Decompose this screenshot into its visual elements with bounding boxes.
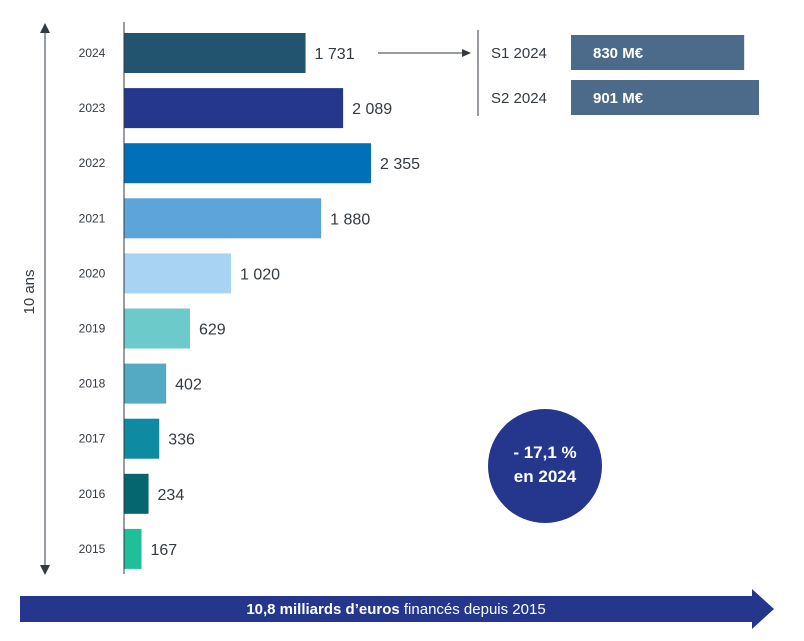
change-badge: - 17,1 % en 2024 [488,409,602,523]
bar-2015 [124,528,142,569]
semester-label-2: S2 2024 [491,90,547,107]
bar-2017 [124,418,160,459]
arrow-up-icon [40,23,50,33]
value-label-2023: 2 089 [352,101,392,118]
year-label-2022: 2022 [79,156,106,170]
value-label-2017: 336 [168,432,195,449]
year-label-2015: 2015 [79,542,106,556]
semester-value-1: 830 M€ [593,45,644,62]
value-label-2015: 167 [151,542,178,559]
semester-value-2: 901 M€ [593,90,644,107]
year-label-2017: 2017 [79,432,106,446]
semester-bar-1 [571,35,745,70]
bar-2016 [124,473,149,514]
period-axis-label: 10 ans [21,269,38,314]
bar-2021 [124,198,322,239]
year-label-2024: 2024 [79,46,106,60]
period-axis: 10 ans [21,23,50,575]
footer-arrow [20,589,774,629]
footer-text-bold: 10,8 milliards d’euros [246,601,399,618]
value-label-2024: 1 731 [315,46,355,63]
value-label-2022: 2 355 [380,156,420,173]
year-label-2023: 2023 [79,101,106,115]
footer-text-rest: financés depuis 2015 [400,601,546,618]
badge-circle [488,409,602,523]
value-label-2018: 402 [175,377,202,394]
bar-2019 [124,308,190,349]
value-label-2016: 234 [158,487,185,504]
year-label-2020: 2020 [79,266,106,280]
semester-label-1: S1 2024 [491,45,547,62]
value-label-2021: 1 880 [330,211,370,228]
year-label-2019: 2019 [79,322,106,336]
year-label-2016: 2016 [79,487,106,501]
semester-bar-2 [571,80,759,115]
value-label-2020: 1 020 [240,266,280,283]
bar-2024 [124,33,306,73]
bar-2023 [124,88,344,129]
breakdown-items: S1 2024 830 M€ S2 2024 901 M€ [491,35,759,115]
badge-percent: - 17,1 % [513,443,576,462]
year-label-2021: 2021 [79,211,106,225]
semester-breakdown: S1 2024 830 M€ S2 2024 901 M€ [378,30,759,116]
year-label-2018: 2018 [79,377,106,391]
badge-year: en 2024 [514,467,577,486]
footer-text: 10,8 milliards d’euros financés depuis 2… [246,601,545,618]
bar-2020 [124,253,231,294]
value-label-2019: 629 [199,322,226,339]
bars-layer: 2024 1 731 2023 2 089 2022 2 355 2021 1 880 2020… [79,33,420,569]
arrow-down-icon [40,565,50,575]
bar-2022 [124,143,371,184]
footer-banner: 10,8 milliards d’euros financés depuis 2… [20,589,774,629]
arrow-right-icon [462,49,471,57]
bar-2018 [124,363,167,404]
